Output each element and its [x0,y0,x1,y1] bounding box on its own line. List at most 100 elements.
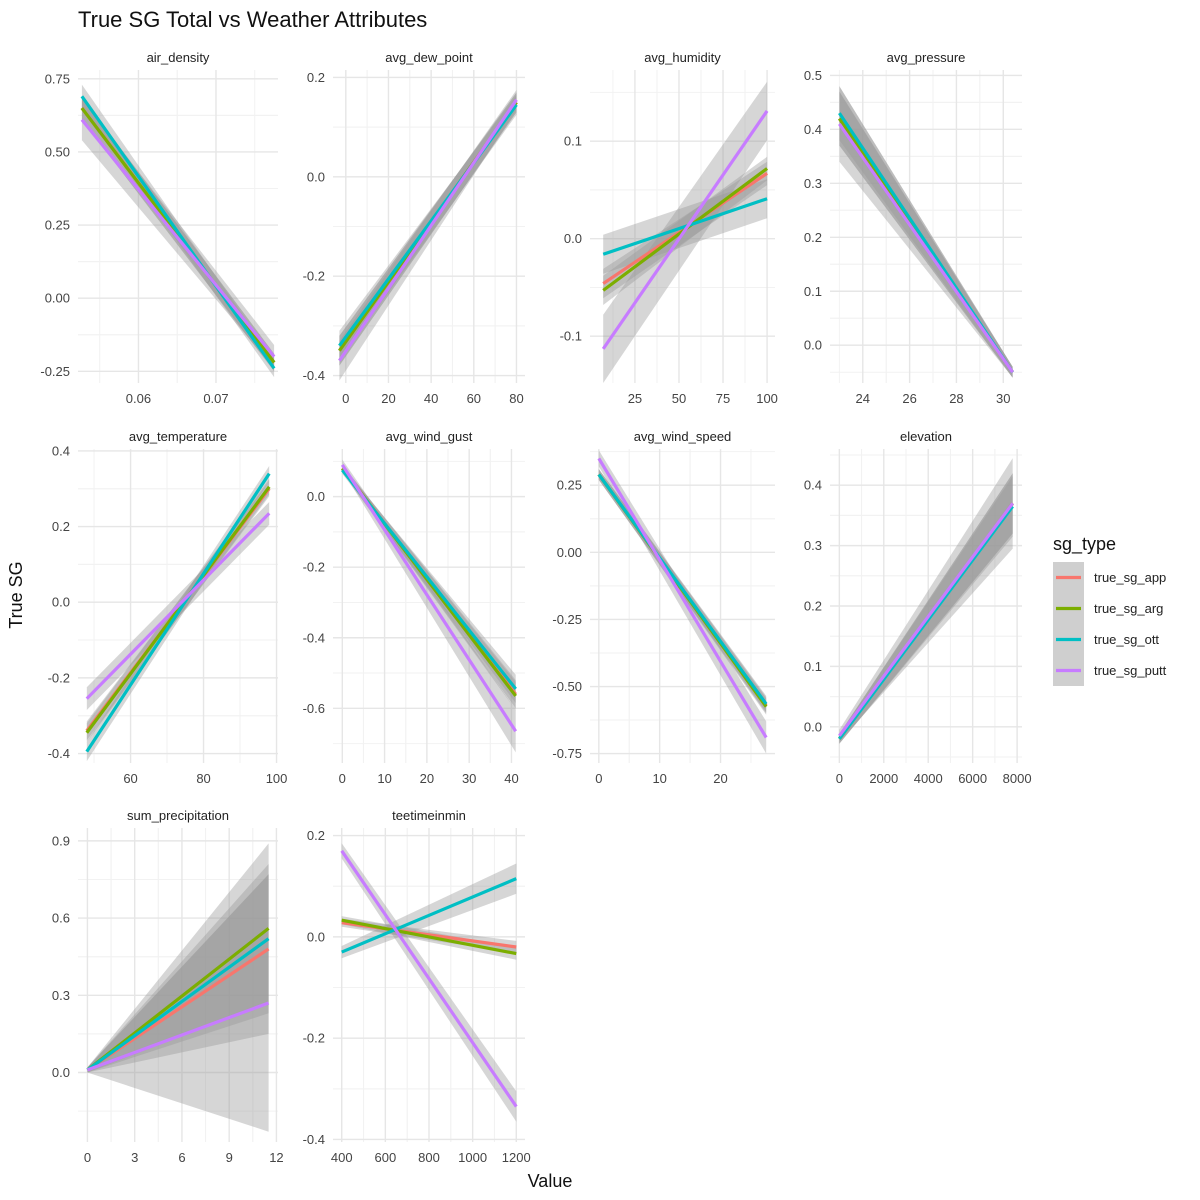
facet-label: avg_wind_speed [634,429,732,444]
y-axis-title: True SG [6,561,26,628]
facet-label: sum_precipitation [127,808,229,823]
fit-line-true_sg_putt [80,118,276,358]
x-tick-label: 1000 [458,1150,487,1165]
y-tick-label: 0.2 [804,230,822,245]
y-tick-label: 0.0 [307,169,325,184]
x-tick-label: 0 [339,771,346,786]
legend-label: true_sg_ott [1094,632,1159,647]
x-tick-label: 30 [996,391,1010,406]
facet-label: avg_temperature [129,429,227,444]
ci-band-true_sg_ott [87,874,269,1073]
x-tick-label: 20 [420,771,434,786]
y-tick-label: 0.1 [564,134,582,149]
y-tick-label: -0.2 [303,269,325,284]
panel-teetimeinmin: 400 600 800 1000 1200 -0.4 -0.2 0.0 0.2 teetimein… [303,808,531,1165]
fit-line-true_sg_ott [602,197,768,256]
y-tick-label: 0.00 [45,291,70,306]
legend-item-true_sg_ott: true_sg_ott [1053,624,1159,655]
y-tick-label: 0.1 [804,284,822,299]
fit-line-true_sg_putt [838,123,1014,374]
fit-line-true_sg_putt [597,457,768,739]
x-tick-label: 0 [84,1150,91,1165]
y-tick-label: -0.2 [303,1031,325,1046]
x-tick-label: 8000 [1003,771,1032,786]
panel-avg_pressure: 24 26 28 30 0.0 0.1 0.2 0.3 0.4 0.5 avg_pressure [804,50,1022,406]
y-tick-label: 0.3 [52,988,70,1003]
y-tick-label: 0.00 [557,545,582,560]
panel-avg_humidity: 25 50 75 100 -0.1 0.0 0.1 avg_humidity [560,50,778,406]
y-tick-label: 0.5 [804,68,822,83]
x-tick-label: 26 [902,391,916,406]
legend-label: true_sg_arg [1094,601,1163,616]
x-tick-label: 2000 [869,771,898,786]
fit-line-true_sg_ott [85,472,271,753]
y-tick-label: 0.9 [52,833,70,848]
y-tick-label: -0.75 [552,746,582,761]
fit-line-true_sg_putt [86,1001,270,1072]
fit-line-true_sg_putt [838,502,1014,737]
x-tick-label: 0.06 [126,391,151,406]
x-tick-label: 80 [509,391,523,406]
x-tick-label: 6000 [958,771,987,786]
x-tick-label: 20 [713,771,727,786]
y-tick-label: 0.0 [307,929,325,944]
x-tick-label: 0 [595,771,602,786]
y-tick-label: -0.4 [303,368,325,383]
fit-line-true_sg_arg [341,918,517,956]
y-tick-label: -0.4 [303,630,325,645]
y-tick-label: -0.4 [303,1132,325,1147]
facet-label: avg_humidity [644,50,721,65]
fit-line-true_sg_putt [340,464,518,733]
y-tick-label: 0.4 [52,443,70,458]
x-tick-label: 50 [672,391,686,406]
fit-line-true_sg_ott [341,877,517,954]
x-tick-label: 60 [123,771,137,786]
facet-label: elevation [900,429,952,444]
x-tick-label: 80 [196,771,210,786]
chart-title: True SG Total vs Weather Attributes [78,7,427,32]
x-tick-label: 800 [418,1150,440,1165]
legend-item-true_sg_app: true_sg_app [1053,562,1166,593]
x-tick-label: 12 [269,1150,283,1165]
x-tick-label: 30 [462,771,476,786]
facet-label: avg_wind_gust [386,429,473,444]
y-tick-label: -0.6 [303,701,325,716]
y-tick-label: 0.25 [45,218,70,233]
y-tick-label: -0.25 [552,612,582,627]
y-tick-label: -0.2 [303,560,325,575]
fit-line-true_sg_ott [86,937,270,1072]
fit-line-true_sg_putt [340,849,518,1108]
x-tick-label: 1200 [502,1150,531,1165]
y-tick-label: 0.2 [307,70,325,85]
x-tick-label: 400 [331,1150,353,1165]
x-tick-label: 40 [424,391,438,406]
x-tick-label: 4000 [914,771,943,786]
x-tick-label: 24 [856,391,870,406]
panel-avg_wind_speed: 0 10 20 -0.75 -0.50 -0.25 0.00 0.25 avg_wind_spe… [552,429,775,786]
y-tick-label: 0.50 [45,144,70,159]
x-tick-label: 0 [836,771,843,786]
panel-avg_dew_point: 0 20 40 60 80 -0.4 -0.2 0.0 0.2 avg_dew_point [303,50,525,406]
y-tick-label: 0.0 [52,1065,70,1080]
x-tick-label: 600 [375,1150,397,1165]
y-tick-label: 0.2 [307,828,325,843]
fit-line-true_sg_ott [80,95,276,370]
fit-line-true_sg_arg [80,107,276,364]
fit-line-true_sg_putt [338,98,518,362]
y-tick-label: 0.6 [52,911,70,926]
y-tick-label: 0.4 [804,122,822,137]
y-tick-label: -0.1 [560,329,582,344]
x-tick-label: 75 [716,391,730,406]
panel-avg_temperature: 60 80 100 -0.4 -0.2 0.0 0.2 0.4 avg_temperature [48,429,288,786]
legend-title: sg_type [1053,534,1116,555]
facet-label: avg_dew_point [385,50,473,65]
y-tick-label: 0.0 [564,231,582,246]
y-tick-label: 0.2 [804,599,822,614]
legend-items: true_sg_app true_sg_arg true_sg_ott true_sg… [1053,562,1167,686]
y-tick-label: 0.4 [804,478,822,493]
legend-label: true_sg_putt [1094,663,1167,678]
x-tick-label: 100 [266,771,288,786]
y-tick-label: 0.75 [45,71,70,86]
x-tick-label: 6 [178,1150,185,1165]
